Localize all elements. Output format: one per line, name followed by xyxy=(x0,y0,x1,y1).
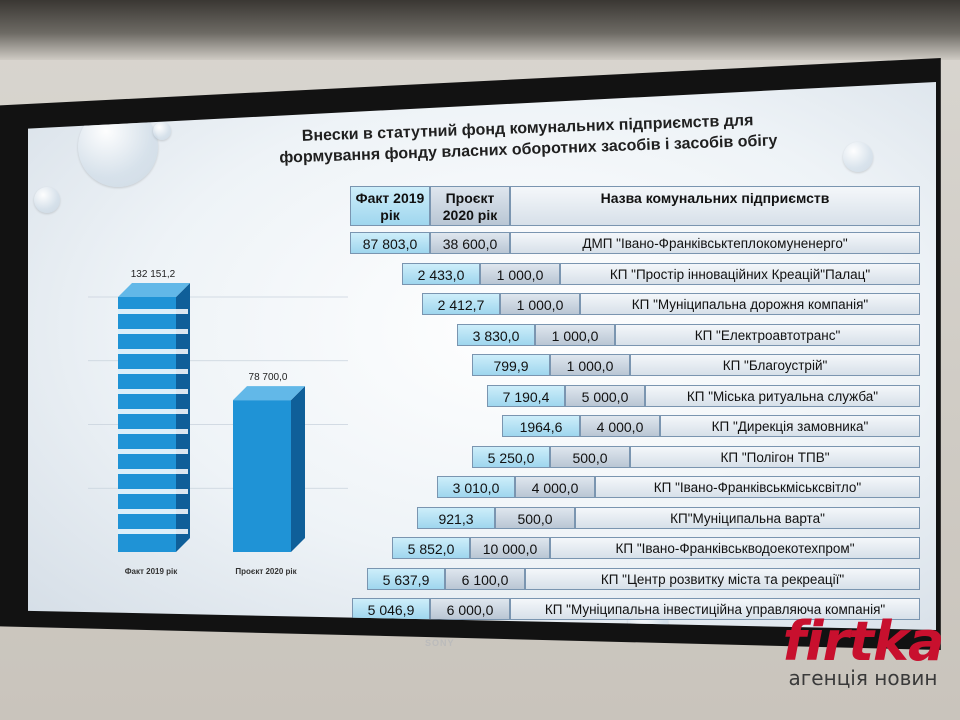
bar-stripe xyxy=(118,329,188,334)
table-cell-name: КП"Муніципальна варта" xyxy=(575,506,920,529)
bar-stripe xyxy=(118,309,188,314)
table-cell-project: 4 000,0 xyxy=(580,415,660,437)
bar-2 xyxy=(233,386,305,552)
table-cell-project: 6 100,0 xyxy=(445,567,525,590)
table-cell-project: 1 000,0 xyxy=(535,323,615,346)
table-cell-project: 1 000,0 xyxy=(480,262,560,285)
watermark-logo: firtka агенція новин xyxy=(778,610,948,691)
bar-stripe xyxy=(118,429,188,434)
table-cell-project: 500,0 xyxy=(495,506,575,529)
table-cell-project: 38 600,0 xyxy=(430,232,510,254)
bar-stripe xyxy=(118,509,188,514)
table-cell-fact: 3 830,0 xyxy=(457,323,535,346)
table-cell-name: КП "Благоустрій" xyxy=(630,354,920,376)
table-cell-name: КП "Полігон ТПВ" xyxy=(630,445,920,468)
bar-stripe xyxy=(118,409,188,414)
bar-chart-svg: 132 151,2 Факт 2019 рік 78 700,0 Проєкт 202… xyxy=(88,269,348,576)
table-header-name: Назва комунальних підприємств xyxy=(510,186,920,226)
table-cell-fact: 2 433,0 xyxy=(402,262,480,285)
table-cell-project: 1 000,0 xyxy=(500,293,580,315)
bar-category-label: Проєкт 2020 рік xyxy=(235,567,297,576)
slide-title: Внески в статутний фонд комунальних підп… xyxy=(207,107,848,171)
bar-stripe xyxy=(118,389,188,394)
table-cell-fact: 5 852,0 xyxy=(392,537,470,559)
bar-stripe xyxy=(118,449,188,454)
table-cell-name: КП "Івано-Франківськводоекотехпром" xyxy=(550,537,920,559)
table-cell-name: КП "Муніципальна інвестиційна управляюча… xyxy=(510,598,920,620)
table-cell-name: КП "Дирекція замовника" xyxy=(660,415,920,437)
bar-chart: 132 151,2 Факт 2019 рік 78 700,0 Проєкт 202… xyxy=(68,262,358,582)
bar-side xyxy=(291,386,305,552)
water-drop-decoration xyxy=(153,122,171,140)
table-cell-project: 4 000,0 xyxy=(515,476,595,498)
table-cell-name: КП "Центр розвитку міста та рекреації" xyxy=(525,567,920,590)
table-cell-project: 5 000,0 xyxy=(565,384,645,407)
table-cell-fact: 5 637,9 xyxy=(367,567,445,590)
table-cell-fact: 921,3 xyxy=(417,506,495,529)
table-cell-fact: 87 803,0 xyxy=(350,232,430,254)
tv-brand-logo: SONY xyxy=(425,638,455,648)
bar-category-label: Факт 2019 рік xyxy=(125,567,179,576)
table-cell-fact: 3 010,0 xyxy=(437,476,515,498)
wall-background xyxy=(0,0,960,60)
table-cell-fact: 7 190,4 xyxy=(487,384,565,407)
table-cell-project: 500,0 xyxy=(550,445,630,468)
table-cell-project: 1 000,0 xyxy=(550,354,630,376)
presentation-slide: Внески в статутний фонд комунальних підп… xyxy=(28,82,936,630)
table-cell-project: 6 000,0 xyxy=(430,598,510,620)
table-cell-project: 10 000,0 xyxy=(470,537,550,559)
table-cell-name: КП "Муніципальна дорожня компанія" xyxy=(580,293,920,315)
table-header-project: Проєкт 2020 рік xyxy=(430,186,510,226)
table-cell-name: КП "Івано-Франківськміськсвітло" xyxy=(595,476,920,498)
table-cell-fact: 2 412,7 xyxy=(422,293,500,315)
bar-stripe xyxy=(118,349,188,354)
watermark-main: firtka xyxy=(782,610,945,673)
bar-value-label: 132 151,2 xyxy=(131,269,176,280)
table-cell-fact: 5 250,0 xyxy=(472,445,550,468)
bar-stripe xyxy=(118,369,188,374)
bar-stripe xyxy=(118,469,188,474)
water-drop-decoration xyxy=(34,187,60,213)
table-cell-name: КП "Простір інноваційних Креацій"Палац" xyxy=(560,262,920,285)
bar-front xyxy=(233,400,291,552)
watermark-sub: агенція новин xyxy=(788,666,938,690)
bar-top xyxy=(118,283,190,297)
bar-top xyxy=(233,386,305,401)
bar-stripe xyxy=(118,489,188,494)
table-cell-fact: 799,9 xyxy=(472,354,550,376)
bar-1 xyxy=(118,283,190,552)
table-cell-name: КП "Міська ритуальна служба" xyxy=(645,384,920,407)
table-cell-fact: 1964,6 xyxy=(502,415,580,437)
water-drop-decoration xyxy=(843,142,873,172)
table-cell-fact: 5 046,9 xyxy=(352,598,430,620)
table-header-fact: Факт 2019 рік xyxy=(350,186,430,226)
bar-stripe xyxy=(118,529,188,534)
table-cell-name: ДМП "Івано-Франківськтеплокомуненерго" xyxy=(510,232,920,254)
table-cell-name: КП "Електроавтотранс" xyxy=(615,323,920,346)
bar-value-label: 78 700,0 xyxy=(249,372,288,383)
